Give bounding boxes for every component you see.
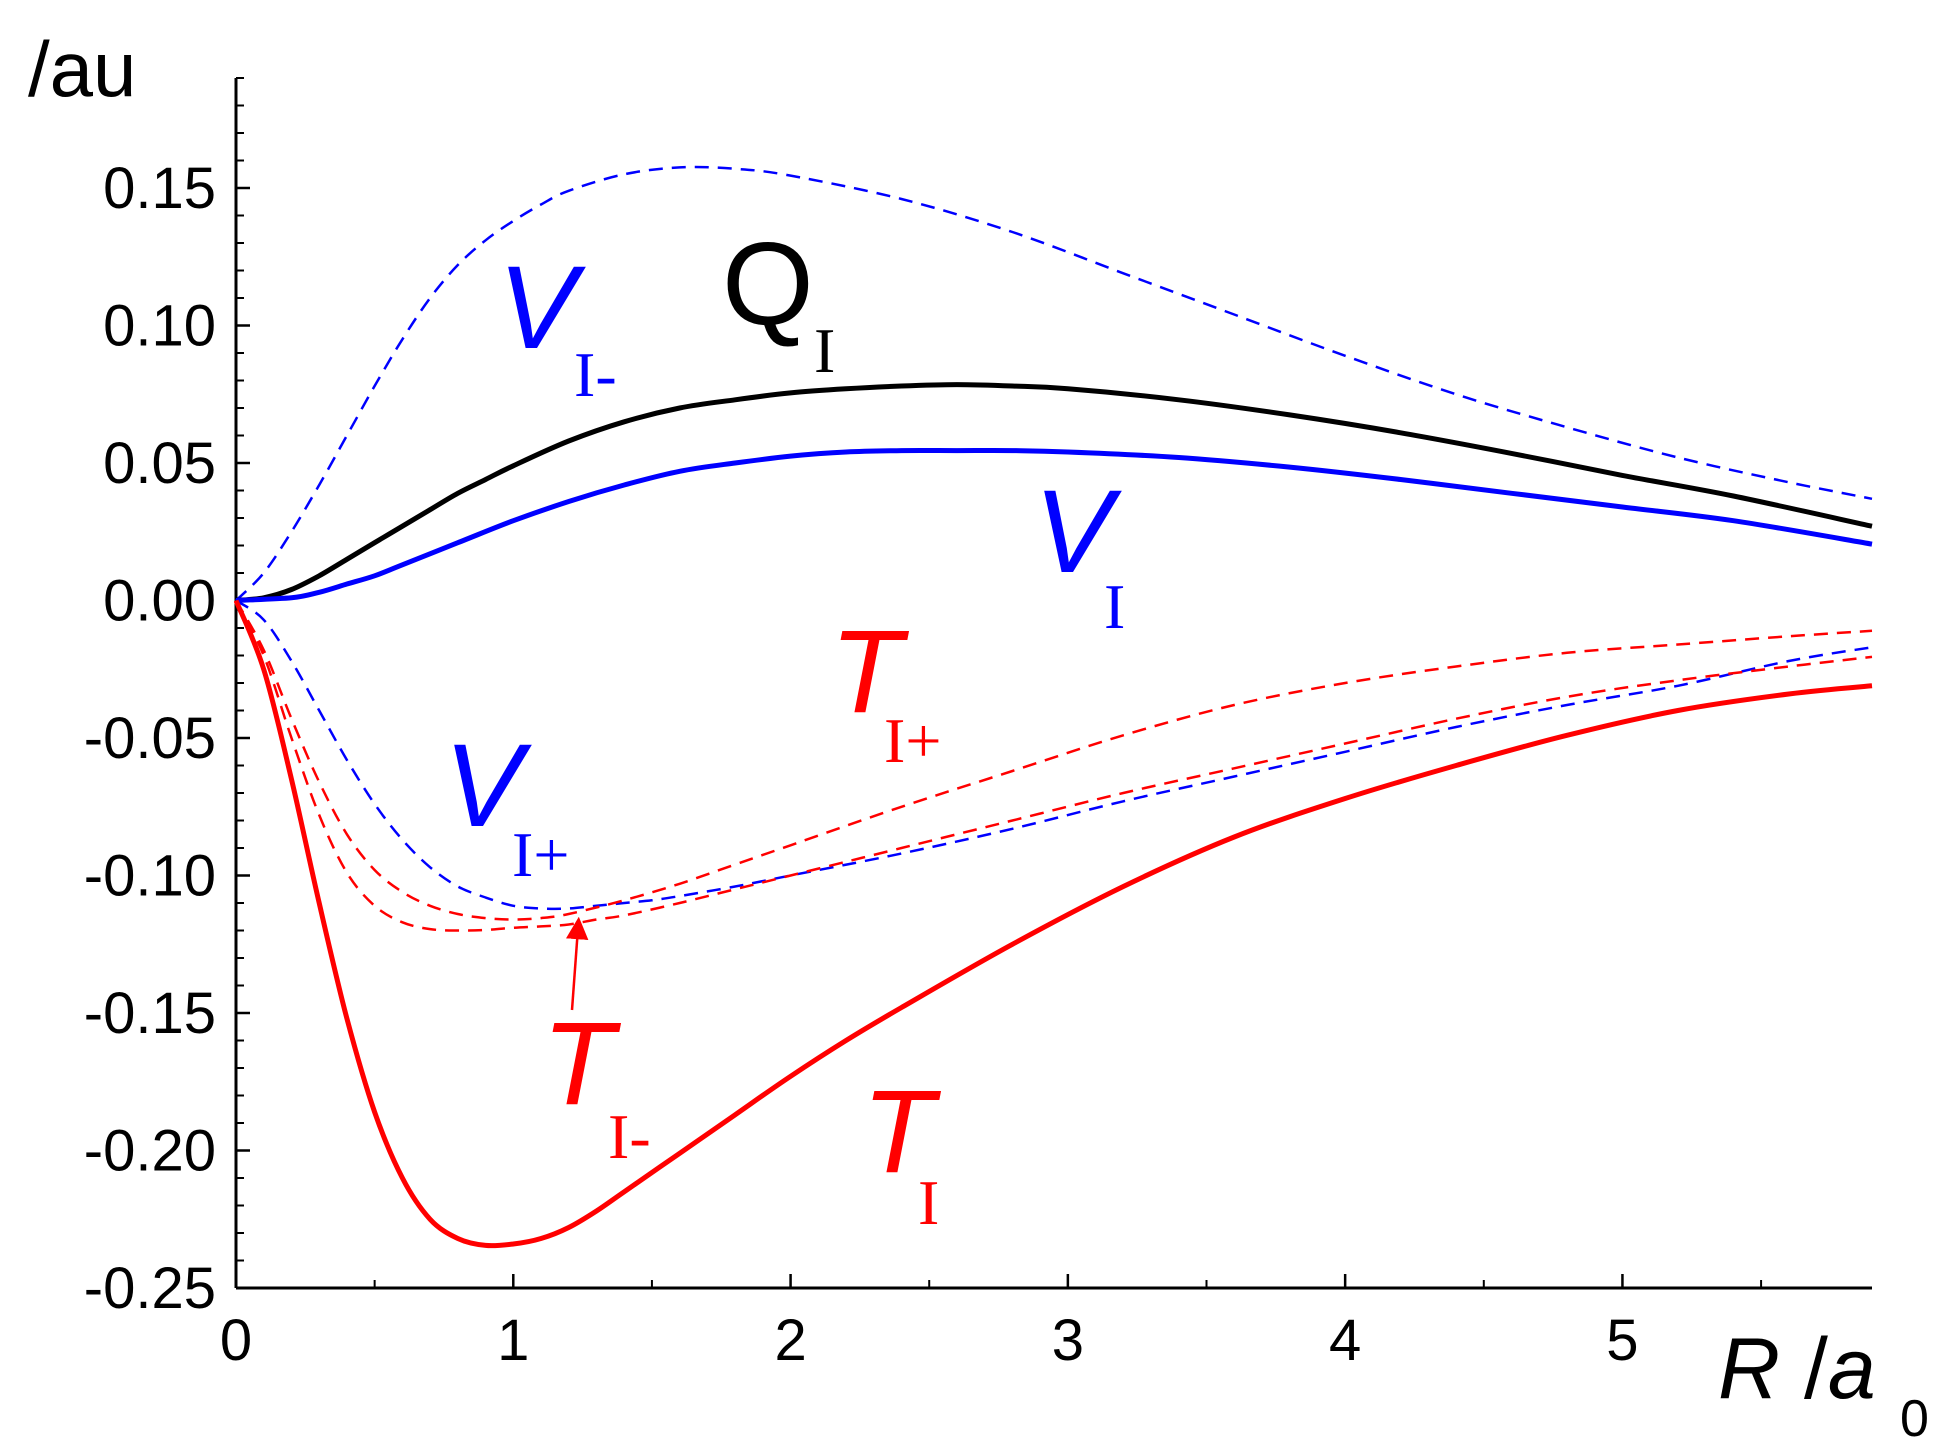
label-v-i-plus-sub: I+ (512, 819, 569, 890)
y-tick-label: 0.10 (103, 294, 216, 359)
x-axis-title-sub: 0 (1900, 1390, 1929, 1447)
series-line-t-minusiplus (234, 599, 1873, 921)
series-line-q-minusi (235, 382, 1873, 603)
y-tick-label: 0.00 (103, 569, 216, 634)
label-t-i-minus-sub: I- (608, 1101, 651, 1172)
label-t-i: T I (862, 1066, 942, 1238)
x-tick-label: 0 (220, 1308, 252, 1373)
label-q-i: Q I (722, 218, 835, 386)
label-t-i-minus-main: T (542, 998, 622, 1130)
series-line-v-minusiplus (235, 599, 1873, 911)
label-t-i-minus: T I- (542, 998, 651, 1172)
series-line-v-minusi- (235, 165, 1873, 602)
t-i-minus-arrow (565, 916, 589, 1011)
x-axis-title-var: a (1828, 1321, 1876, 1417)
y-tick-label: 0.05 (103, 431, 216, 496)
label-q-i-main: Q (722, 218, 814, 350)
series-line-v-minusi (235, 448, 1873, 603)
label-v-i-minus: V I- (498, 242, 617, 410)
x-axis-title-sep: / (1780, 1321, 1828, 1417)
label-v-i-sub: I (1104, 571, 1125, 642)
x-tick-label: 3 (1052, 1308, 1084, 1373)
label-t-i-plus-sub: I+ (884, 705, 941, 776)
y-tick-label: 0.15 (103, 156, 216, 221)
x-tick-label: 5 (1606, 1308, 1638, 1373)
y-tick-label: -0.15 (84, 981, 216, 1046)
series-layer (234, 165, 1873, 1249)
x-tick-label: 4 (1329, 1308, 1361, 1373)
y-axis-title: /au (28, 25, 136, 113)
label-t-i-main: T (862, 1066, 942, 1198)
label-v-i-minus-main: V (498, 242, 586, 374)
y-tick-label: -0.10 (84, 844, 216, 909)
svg-text:R /a: R /a (1718, 1321, 1876, 1417)
label-t-i-plus-main: T (830, 606, 910, 738)
y-tick-label: -0.25 (84, 1256, 216, 1321)
label-v-i-main: V (1034, 466, 1122, 598)
x-axis-title-main: R (1718, 1321, 1780, 1417)
series-line-t-minusi- (234, 599, 1873, 932)
label-t-i-sub: I (918, 1167, 939, 1238)
x-tick-label: 1 (497, 1308, 529, 1373)
label-v-i-plus-main: V (444, 720, 532, 852)
series-line-t-minusi (234, 599, 1873, 1249)
label-t-i-plus: T I+ (830, 606, 941, 776)
y-tick-label: -0.05 (84, 706, 216, 771)
x-axis-title: R /a 0 (1718, 1321, 1929, 1447)
x-tick-label: 2 (774, 1308, 806, 1373)
label-q-i-sub: I (814, 315, 835, 386)
label-v-i-plus: V I+ (444, 720, 569, 890)
label-v-i: V I (1034, 466, 1125, 642)
y-tick-label: -0.20 (84, 1119, 216, 1184)
x-ticks: 0 1 2 3 4 5 (220, 1274, 1763, 1373)
label-v-i-minus-sub: I- (574, 339, 617, 410)
y-ticks: 0.15 0.10 0.05 0.00 -0.05 -0.10 -0.15 -0.20 -0.2… (84, 77, 250, 1321)
